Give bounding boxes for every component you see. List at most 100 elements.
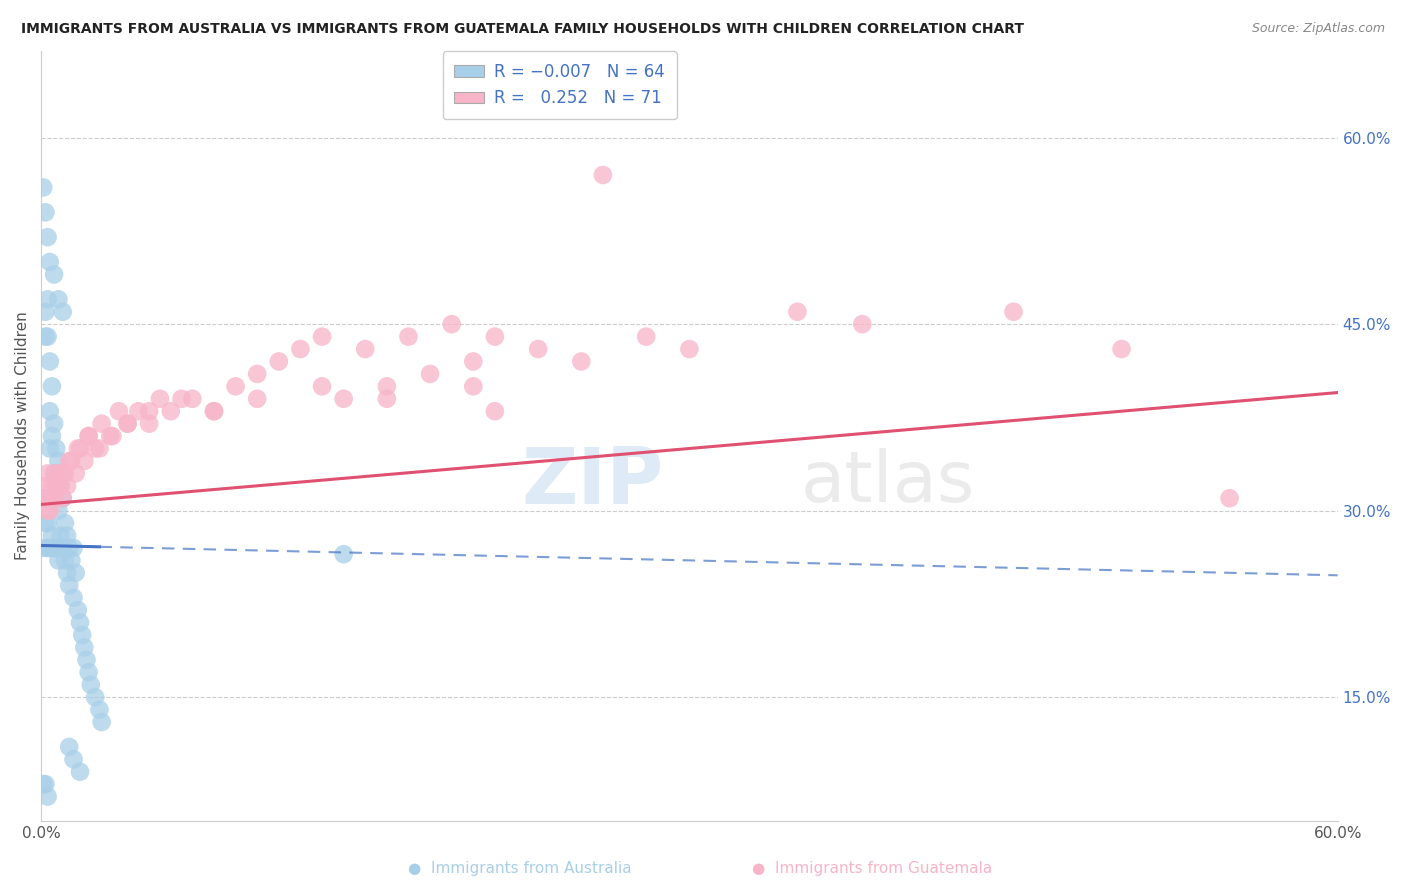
Point xyxy=(38,255,60,269)
Point xyxy=(138,404,160,418)
Point xyxy=(56,479,79,493)
Point xyxy=(569,354,592,368)
Point xyxy=(90,417,112,431)
Text: ●  Immigrants from Guatemala: ● Immigrants from Guatemala xyxy=(752,861,991,876)
Point xyxy=(117,417,139,431)
Point xyxy=(45,541,67,555)
Point xyxy=(38,491,60,506)
Point xyxy=(73,454,96,468)
Point xyxy=(48,553,70,567)
Point xyxy=(225,379,247,393)
Point xyxy=(41,479,63,493)
Point xyxy=(48,454,70,468)
Point xyxy=(34,304,56,318)
Point xyxy=(45,479,67,493)
Point xyxy=(311,329,333,343)
Point xyxy=(48,467,70,481)
Point xyxy=(38,442,60,456)
Point xyxy=(45,442,67,456)
Point xyxy=(98,429,121,443)
Point xyxy=(398,329,420,343)
Point xyxy=(49,479,72,493)
Point xyxy=(1002,304,1025,318)
Point xyxy=(80,678,103,692)
Point xyxy=(463,379,485,393)
Point xyxy=(42,268,65,282)
Point xyxy=(37,516,59,530)
Point xyxy=(108,404,131,418)
Point xyxy=(69,615,91,630)
Point xyxy=(37,293,59,307)
Point xyxy=(32,180,55,194)
Point xyxy=(440,317,463,331)
Point xyxy=(159,404,181,418)
Point xyxy=(101,429,124,443)
Point xyxy=(38,404,60,418)
Point xyxy=(77,429,100,443)
Point xyxy=(484,404,506,418)
Text: Source: ZipAtlas.com: Source: ZipAtlas.com xyxy=(1251,22,1385,36)
Point xyxy=(332,547,354,561)
Point xyxy=(77,665,100,680)
Point xyxy=(62,591,84,605)
Point xyxy=(38,354,60,368)
Point xyxy=(76,653,98,667)
Point xyxy=(56,528,79,542)
Point xyxy=(42,417,65,431)
Point xyxy=(52,541,75,555)
Point xyxy=(37,491,59,506)
Point xyxy=(127,404,149,418)
Point xyxy=(49,479,72,493)
Point xyxy=(37,230,59,244)
Point xyxy=(375,379,398,393)
Point xyxy=(527,342,550,356)
Point xyxy=(73,640,96,655)
Point xyxy=(34,516,56,530)
Point xyxy=(290,342,312,356)
Legend: R = −0.007   N = 64, R =   0.252   N = 71: R = −0.007 N = 64, R = 0.252 N = 71 xyxy=(443,52,676,119)
Point xyxy=(53,553,76,567)
Point xyxy=(53,516,76,530)
Point xyxy=(34,205,56,219)
Point xyxy=(52,491,75,506)
Point xyxy=(41,379,63,393)
Point xyxy=(267,354,290,368)
Text: ZIP: ZIP xyxy=(522,444,664,520)
Point xyxy=(48,503,70,517)
Point xyxy=(1111,342,1133,356)
Text: ●  Immigrants from Australia: ● Immigrants from Australia xyxy=(408,861,633,876)
Point xyxy=(41,429,63,443)
Text: IMMIGRANTS FROM AUSTRALIA VS IMMIGRANTS FROM GUATEMALA FAMILY HOUSEHOLDS WITH CH: IMMIGRANTS FROM AUSTRALIA VS IMMIGRANTS … xyxy=(21,22,1024,37)
Point xyxy=(354,342,377,356)
Point xyxy=(66,442,89,456)
Point xyxy=(89,442,111,456)
Text: atlas: atlas xyxy=(800,448,974,516)
Point xyxy=(58,739,80,754)
Point xyxy=(636,329,658,343)
Point xyxy=(34,491,56,506)
Point xyxy=(37,467,59,481)
Point xyxy=(592,168,614,182)
Point xyxy=(52,467,75,481)
Point xyxy=(42,467,65,481)
Point xyxy=(66,603,89,617)
Point xyxy=(37,541,59,555)
Point xyxy=(69,764,91,779)
Point xyxy=(32,491,55,506)
Point xyxy=(181,392,204,406)
Point xyxy=(149,392,172,406)
Point xyxy=(89,702,111,716)
Point xyxy=(48,293,70,307)
Point xyxy=(42,491,65,506)
Point xyxy=(58,454,80,468)
Point xyxy=(311,379,333,393)
Point xyxy=(851,317,873,331)
Point xyxy=(65,566,87,580)
Point xyxy=(62,541,84,555)
Point xyxy=(53,467,76,481)
Point xyxy=(1219,491,1241,506)
Point xyxy=(49,528,72,542)
Point xyxy=(60,454,83,468)
Point xyxy=(38,541,60,555)
Point xyxy=(32,777,55,791)
